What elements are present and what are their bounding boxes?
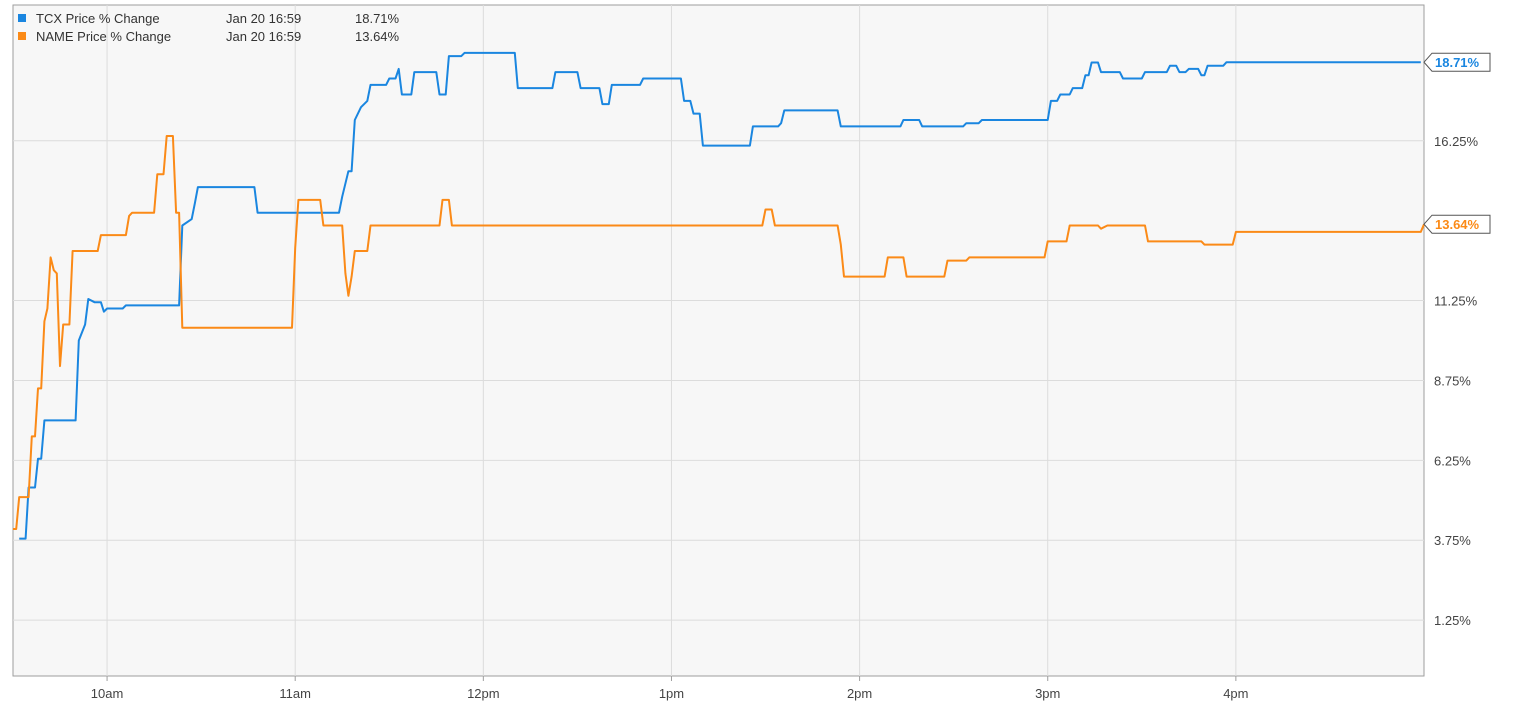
legend-value: 13.64%: [355, 29, 400, 44]
y-axis: 1.25% 3.75% 6.25% 8.75% 11.25% 16.25%: [1434, 134, 1479, 628]
x-tick-label: 3pm: [1035, 686, 1060, 701]
end-label-text: 18.71%: [1435, 55, 1480, 70]
y-tick-label: 6.25%: [1434, 453, 1471, 468]
legend-swatch-tcx: [18, 14, 26, 22]
plot-background: [12, 4, 1425, 677]
end-value-labels: 18.71% 13.64%: [1423, 52, 1491, 234]
x-tick-label: 10am: [91, 686, 124, 701]
x-tick-label: 12pm: [467, 686, 500, 701]
legend-series-name: TCX Price % Change: [36, 11, 160, 26]
legend-value: 18.71%: [355, 11, 400, 26]
x-tick-label: 4pm: [1223, 686, 1248, 701]
y-tick-label: 3.75%: [1434, 533, 1471, 548]
y-tick-label: 11.25%: [1434, 294, 1478, 309]
x-tick-label: 2pm: [847, 686, 872, 701]
legend-series-name: NAME Price % Change: [36, 29, 172, 44]
x-tick-label: 1pm: [659, 686, 684, 701]
end-label-tcx: 18.71%: [1423, 52, 1491, 72]
end-label-name: 13.64%: [1423, 214, 1491, 234]
y-tick-label: 8.75%: [1434, 373, 1471, 388]
end-label-text: 13.64%: [1435, 217, 1480, 232]
legend-timestamp: Jan 20 16:59: [226, 29, 302, 44]
legend-timestamp: Jan 20 16:59: [226, 11, 302, 26]
legend-swatch-name: [18, 32, 26, 40]
series-line-name: [13, 135, 1425, 530]
y-tick-label: 1.25%: [1434, 613, 1471, 628]
end-label-box: [1423, 52, 1491, 72]
series-layer: [13, 51, 1425, 540]
x-axis: 10am 11am 12pm 1pm 2pm 3pm 4pm: [91, 676, 1249, 701]
y-tick-label: 16.25%: [1434, 134, 1479, 149]
x-tick-label: 11am: [279, 686, 311, 701]
end-label-box: [1423, 214, 1491, 234]
series-line-tcx: [19, 51, 1421, 540]
